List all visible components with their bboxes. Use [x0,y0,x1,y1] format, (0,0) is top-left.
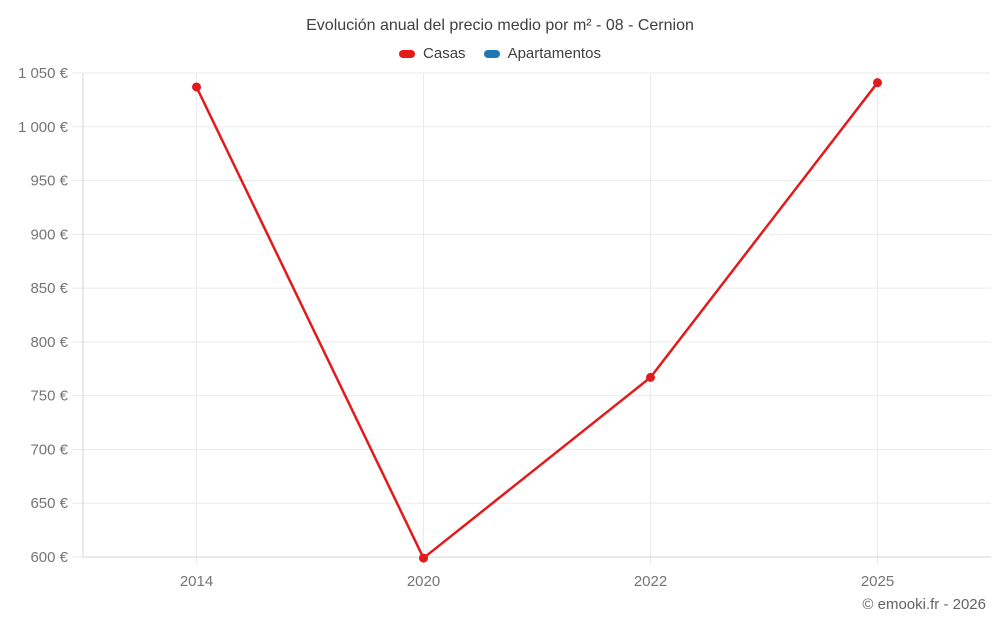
y-tick-label: 1 000 € [18,119,69,136]
legend-item-casas[interactable]: Casas [399,45,466,62]
footer-credit: © emooki.fr - 2026 [862,596,986,613]
legend: Casas Apartamentos [0,45,1000,62]
y-tick-label: 750 € [30,388,68,405]
legend-swatch-casas [399,49,416,58]
x-tick-label: 2022 [634,573,667,590]
y-tick-label: 700 € [30,441,68,458]
legend-label-casas: Casas [423,45,466,62]
legend-item-apartamentos[interactable]: Apartamentos [483,45,601,62]
y-tick-label: 900 € [30,226,68,243]
y-tick-label: 1 050 € [18,65,69,82]
data-point-casas[interactable] [646,372,655,382]
x-tick-label: 2025 [861,573,894,590]
x-tick-label: 2020 [407,573,440,590]
data-point-casas[interactable] [873,78,882,88]
data-point-casas[interactable] [419,553,428,563]
legend-label-apartamentos: Apartamentos [507,45,601,62]
y-tick-label: 800 € [30,334,68,351]
data-point-casas[interactable] [192,82,201,92]
x-tick-label: 2014 [180,573,213,590]
y-tick-label: 950 € [30,173,68,190]
legend-swatch-apartamentos [483,49,500,58]
series-line-casas [195,81,879,560]
chart-title: Evolución anual del precio medio por m² … [306,17,694,34]
y-tick-label: 850 € [30,280,68,297]
y-tick-label: 600 € [30,549,68,566]
y-tick-label: 650 € [30,495,68,512]
